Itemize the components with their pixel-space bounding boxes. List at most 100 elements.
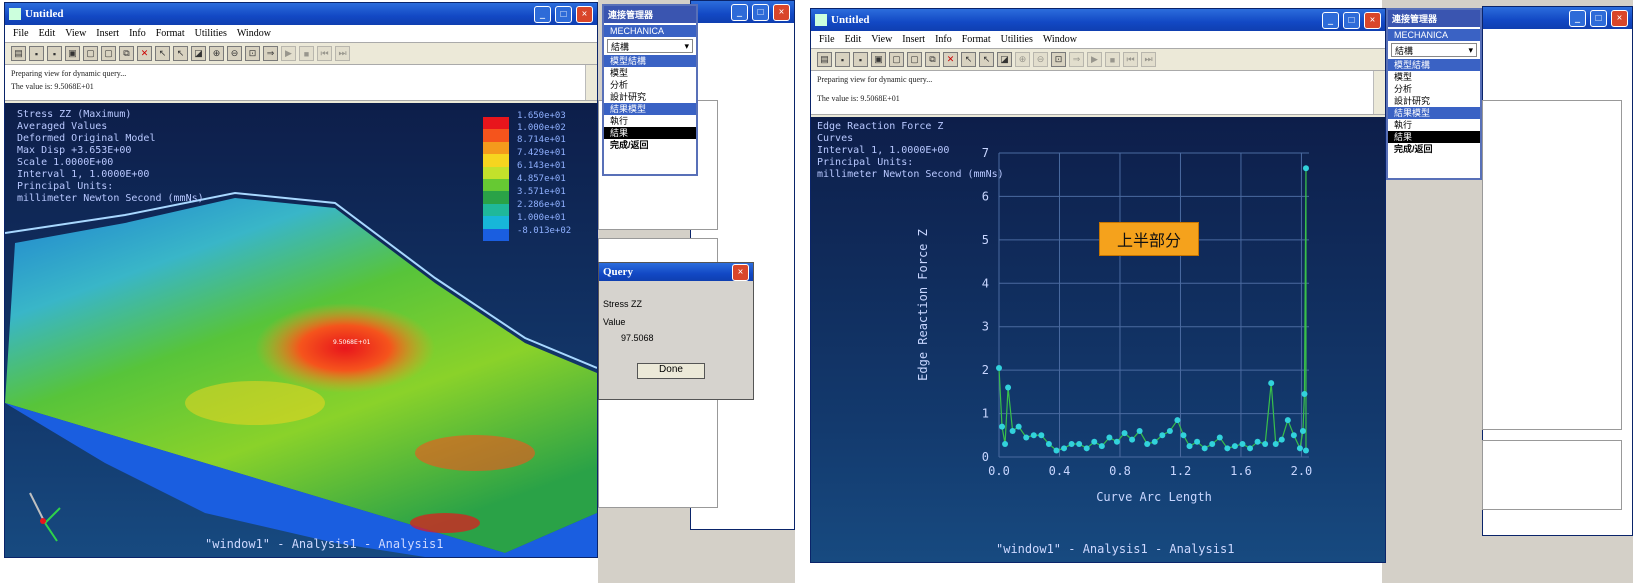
frame2-icon[interactable]: ▢ xyxy=(101,46,116,61)
orient-icon[interactable]: ⇒ xyxy=(263,46,278,61)
data-point xyxy=(1302,165,1309,172)
query-icon[interactable]: ↖ xyxy=(155,46,170,61)
print-icon[interactable]: ▣ xyxy=(871,52,886,67)
forward-icon[interactable]: ⏭ xyxy=(1141,52,1156,67)
menu-edit[interactable]: Edit xyxy=(38,28,56,39)
analysis-type-select[interactable]: 結構 ▾ xyxy=(1391,43,1477,57)
maximize-icon[interactable]: □ xyxy=(1343,11,1360,29)
analysis-type-select[interactable]: 結構 ▾ xyxy=(607,39,693,53)
menu-item[interactable]: 結果 xyxy=(1388,131,1480,143)
menu-window[interactable]: Window xyxy=(1042,34,1077,45)
mechanica-header[interactable]: MECHANICA xyxy=(1388,29,1480,41)
menu-file[interactable]: File xyxy=(13,28,29,39)
menu-window[interactable]: Window xyxy=(236,28,271,39)
save-as-icon[interactable]: ▪ xyxy=(853,52,868,67)
stop-icon[interactable]: ■ xyxy=(1105,52,1120,67)
rewind-icon[interactable]: ⏮ xyxy=(317,46,332,61)
menu-view[interactable]: View xyxy=(65,28,87,39)
query2-icon[interactable]: ↖ xyxy=(173,46,188,61)
play-icon[interactable]: ▶ xyxy=(1087,52,1102,67)
minimize-icon[interactable]: _ xyxy=(534,5,551,23)
minimize-icon[interactable]: _ xyxy=(1569,9,1586,27)
section-header[interactable]: 模型結構 xyxy=(1388,59,1480,71)
refit-icon[interactable]: ◪ xyxy=(191,46,206,61)
data-point xyxy=(1098,443,1105,450)
zoom-in-icon[interactable]: ⊕ xyxy=(1015,52,1030,67)
hotspot-2 xyxy=(185,381,325,425)
close-icon[interactable]: × xyxy=(1364,11,1381,29)
menu-item[interactable]: 完成/返回 xyxy=(610,140,649,150)
menu-item[interactable]: 設計研究 xyxy=(1394,96,1431,106)
copy-icon[interactable]: ⧉ xyxy=(925,52,940,67)
done-button[interactable]: Done xyxy=(637,363,705,379)
forward-icon[interactable]: ⏭ xyxy=(335,46,350,61)
menu-utilities[interactable]: Utilities xyxy=(194,28,227,39)
save-icon[interactable]: ▪ xyxy=(29,46,44,61)
close-icon[interactable]: × xyxy=(732,263,749,281)
menu-format[interactable]: Format xyxy=(961,34,991,45)
menu-item[interactable]: 設計研究 xyxy=(610,92,647,102)
zoom-out-icon[interactable]: ⊖ xyxy=(1033,52,1048,67)
print-icon[interactable]: ▣ xyxy=(65,46,80,61)
y-tick-label: 4 xyxy=(982,276,989,290)
query2-icon[interactable]: ↖ xyxy=(979,52,994,67)
open-icon[interactable]: ▤ xyxy=(817,52,832,67)
open-icon[interactable]: ▤ xyxy=(11,46,26,61)
maximize-icon[interactable]: □ xyxy=(752,3,769,21)
data-point xyxy=(1201,445,1208,452)
zoom-out-icon[interactable]: ⊖ xyxy=(227,46,242,61)
y-tick-label: 3 xyxy=(982,320,989,334)
query-value: 97.5068 xyxy=(621,333,654,343)
play-icon[interactable]: ▶ xyxy=(281,46,296,61)
menu-info[interactable]: Info xyxy=(935,34,952,45)
delete-icon[interactable]: ✕ xyxy=(137,46,152,61)
orient-icon[interactable]: ⇒ xyxy=(1069,52,1084,67)
fit-icon[interactable]: ⊡ xyxy=(245,46,260,61)
menu-item[interactable]: 模型 xyxy=(610,68,629,78)
maximize-icon[interactable]: □ xyxy=(555,5,572,23)
menu-item[interactable]: 完成/返回 xyxy=(1394,144,1433,154)
stop-icon[interactable]: ■ xyxy=(299,46,314,61)
maximize-icon[interactable]: □ xyxy=(1590,9,1607,27)
delete-icon[interactable]: ✕ xyxy=(943,52,958,67)
close-icon[interactable]: × xyxy=(773,3,790,21)
menu-item[interactable]: 分析 xyxy=(610,80,629,90)
frame-icon[interactable]: ▢ xyxy=(889,52,904,67)
minimize-icon[interactable]: _ xyxy=(731,3,748,21)
copy-icon[interactable]: ⧉ xyxy=(119,46,134,61)
message-scrollbar[interactable] xyxy=(1373,71,1385,114)
menu-item[interactable]: 結果模型 xyxy=(604,103,696,115)
query-title: Query xyxy=(603,266,633,278)
menu-insert[interactable]: Insert xyxy=(902,34,926,45)
menu-item[interactable]: 結果 xyxy=(604,127,696,139)
menu-utilities[interactable]: Utilities xyxy=(1000,34,1033,45)
results-viewport[interactable]: Stress ZZ (Maximum) Averaged Values Defo… xyxy=(5,103,597,557)
menu-item[interactable]: 模型 xyxy=(1394,72,1413,82)
mechanica-header[interactable]: MECHANICA xyxy=(604,25,696,37)
save-as-icon[interactable]: ▪ xyxy=(47,46,62,61)
frame-icon[interactable]: ▢ xyxy=(83,46,98,61)
query-icon[interactable]: ↖ xyxy=(961,52,976,67)
close-icon[interactable]: × xyxy=(1611,9,1628,27)
menu-item[interactable]: 執行 xyxy=(610,116,629,126)
save-icon[interactable]: ▪ xyxy=(835,52,850,67)
menu-view[interactable]: View xyxy=(871,34,893,45)
message-scrollbar[interactable] xyxy=(585,65,597,100)
menu-insert[interactable]: Insert xyxy=(96,28,120,39)
zoom-in-icon[interactable]: ⊕ xyxy=(209,46,224,61)
menu-file[interactable]: File xyxy=(819,34,835,45)
menu-item[interactable]: 執行 xyxy=(1394,120,1413,130)
menu-info[interactable]: Info xyxy=(129,28,146,39)
section-header[interactable]: 模型結構 xyxy=(604,55,696,67)
refit-icon[interactable]: ◪ xyxy=(997,52,1012,67)
menu-format[interactable]: Format xyxy=(155,28,185,39)
frame2-icon[interactable]: ▢ xyxy=(907,52,922,67)
menu-edit[interactable]: Edit xyxy=(844,34,862,45)
menu-item[interactable]: 結果模型 xyxy=(1388,107,1480,119)
rewind-icon[interactable]: ⏮ xyxy=(1123,52,1138,67)
fit-icon[interactable]: ⊡ xyxy=(1051,52,1066,67)
minimize-icon[interactable]: _ xyxy=(1322,11,1339,29)
close-icon[interactable]: × xyxy=(576,5,593,23)
graph-viewport[interactable]: Edge Reaction Force Z Curves Interval 1,… xyxy=(811,117,1385,562)
menu-item[interactable]: 分析 xyxy=(1394,84,1413,94)
